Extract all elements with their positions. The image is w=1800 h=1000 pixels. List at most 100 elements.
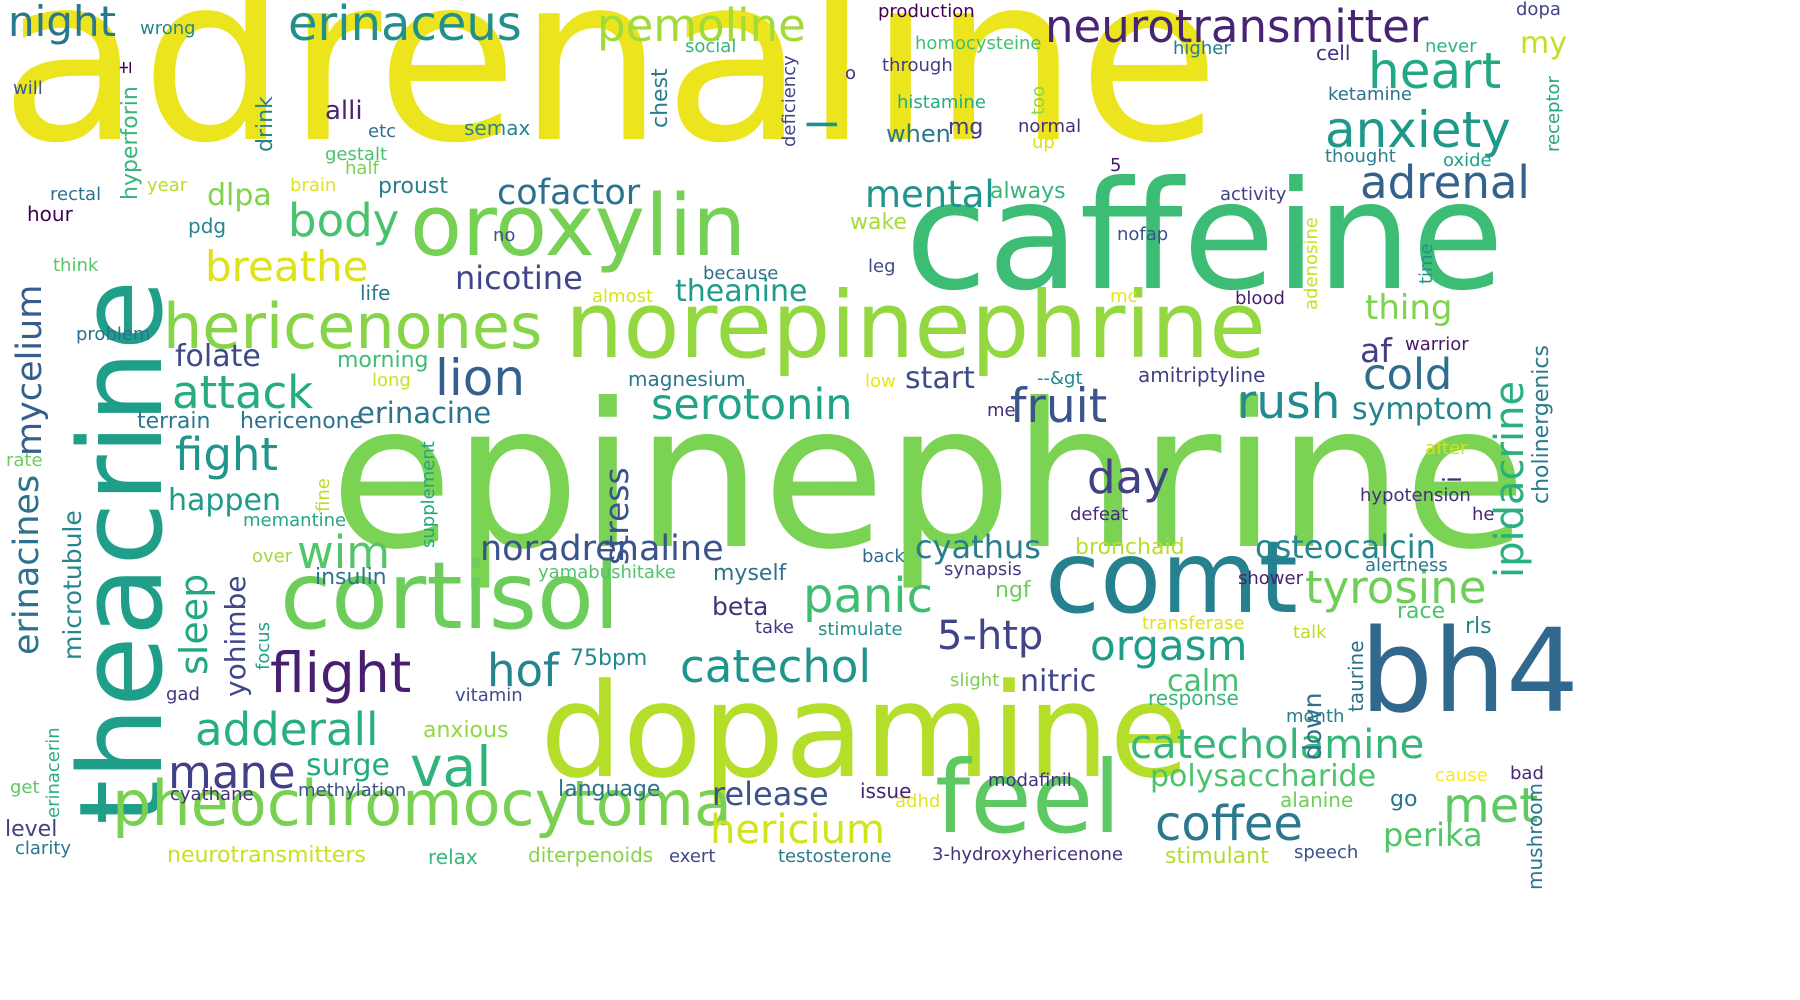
cloud-word: proust bbox=[378, 174, 449, 199]
cloud-word: thought bbox=[1325, 146, 1396, 167]
cloud-word: methylation bbox=[298, 780, 407, 801]
cloud-word: norepinephrine bbox=[565, 272, 1266, 379]
cloud-word: testosterone bbox=[778, 846, 892, 867]
cloud-word: level bbox=[5, 817, 58, 842]
cloud-word: terrain bbox=[137, 409, 211, 434]
cloud-word: mushroom bbox=[1523, 783, 1547, 890]
cloud-word: never bbox=[1425, 36, 1477, 57]
cloud-word: cold bbox=[1363, 350, 1453, 400]
cloud-word: adenosine bbox=[1301, 217, 1322, 310]
cloud-word: lion bbox=[435, 349, 526, 407]
cloud-word: rush bbox=[1237, 375, 1341, 430]
cloud-word: osteocalcin bbox=[1255, 528, 1436, 566]
cloud-word: taurine bbox=[1344, 640, 1368, 712]
cloud-word: defeat bbox=[1070, 504, 1128, 525]
cloud-word: mane bbox=[168, 746, 296, 799]
cloud-word: day bbox=[1087, 451, 1170, 504]
cloud-word: cyathus bbox=[915, 528, 1041, 566]
cloud-word: orgasm bbox=[1090, 621, 1248, 670]
cloud-word: brain bbox=[290, 175, 337, 196]
cloud-word: noradrenaline bbox=[480, 529, 724, 569]
cloud-word: mycelium bbox=[10, 284, 50, 456]
cloud-word: val bbox=[410, 735, 492, 799]
cloud-word: etc bbox=[368, 121, 397, 142]
cloud-word: neurotransmitters bbox=[167, 843, 366, 868]
cloud-word: happen bbox=[168, 483, 281, 518]
cloud-word: get bbox=[10, 777, 40, 798]
cloud-word: clarity bbox=[15, 838, 72, 859]
cloud-word: over bbox=[252, 546, 293, 567]
cloud-word: life bbox=[360, 281, 391, 305]
cloud-word: because bbox=[703, 263, 779, 284]
cloud-word: talk bbox=[1293, 622, 1327, 643]
cloud-word: feel bbox=[935, 739, 1122, 856]
cloud-word: wim bbox=[297, 526, 391, 579]
cloud-word: sleep bbox=[172, 573, 216, 675]
cloud-word: serotonin bbox=[651, 380, 853, 430]
cloud-word: start bbox=[905, 361, 975, 396]
cloud-word: hypotension bbox=[1360, 485, 1471, 506]
cloud-word: race bbox=[1397, 599, 1446, 624]
cloud-word: alanine bbox=[1280, 788, 1354, 812]
cloud-word: rls bbox=[1465, 614, 1492, 639]
cloud-word: yohimbe bbox=[219, 575, 252, 697]
cloud-word: almost bbox=[592, 286, 654, 307]
cloud-word: histamine bbox=[897, 92, 986, 113]
cloud-word: half bbox=[345, 158, 379, 179]
cloud-word: thing bbox=[1365, 288, 1453, 328]
cloud-word: vitamin bbox=[455, 685, 523, 706]
cloud-word: dlpa bbox=[207, 178, 272, 213]
cloud-word: adrenal bbox=[1360, 156, 1530, 209]
cloud-word: l bbox=[801, 118, 847, 130]
cloud-word: production bbox=[878, 1, 975, 22]
cloud-word: rate bbox=[6, 450, 43, 471]
cloud-word: always bbox=[990, 179, 1066, 204]
cloud-word: bh4 bbox=[1360, 605, 1580, 739]
cloud-word: leg bbox=[868, 256, 896, 277]
cloud-word: fruit bbox=[1010, 379, 1108, 434]
cloud-word: yamabushitake bbox=[538, 562, 676, 583]
cloud-word: low bbox=[865, 371, 896, 392]
cloud-word: through bbox=[882, 55, 953, 76]
cloud-word: magnesium bbox=[628, 367, 746, 391]
cloud-word: gad bbox=[166, 684, 200, 705]
cloud-word: ketamine bbox=[1328, 84, 1412, 105]
cloud-word: erinacine bbox=[357, 396, 492, 430]
cloud-word: wrong bbox=[140, 18, 196, 39]
cloud-word: my bbox=[1520, 26, 1567, 61]
cloud-word: stimulant bbox=[1165, 844, 1269, 869]
cloud-word: relax bbox=[428, 845, 478, 869]
cloud-word: supplement bbox=[418, 441, 439, 548]
cloud-word: surge bbox=[306, 748, 390, 783]
cloud-word: fine bbox=[313, 478, 334, 512]
cloud-word: language bbox=[558, 777, 661, 802]
cloud-word: wake bbox=[850, 210, 907, 235]
cloud-word: tyrosine bbox=[1305, 561, 1487, 614]
cloud-word: take bbox=[755, 617, 794, 638]
cloud-word: calm bbox=[1167, 664, 1240, 699]
cloud-word: deficiency bbox=[779, 55, 800, 147]
cloud-word: i bbox=[1438, 476, 1467, 483]
cloud-word: 75bpm bbox=[570, 646, 648, 671]
cloud-word: hyperforin bbox=[118, 86, 143, 200]
cloud-word: bronchaid bbox=[1075, 535, 1185, 560]
cloud-word: erinaceus bbox=[288, 0, 522, 52]
cloud-word: too bbox=[1028, 85, 1049, 115]
cloud-word: no bbox=[493, 225, 516, 246]
cloud-word: response bbox=[1148, 686, 1239, 710]
cloud-word: 5 bbox=[1110, 155, 1122, 176]
cloud-word: stimulate bbox=[818, 619, 903, 640]
cloud-word: ipidacrine bbox=[1487, 380, 1533, 578]
cloud-word: normal bbox=[1018, 116, 1082, 137]
cloud-word: nicotine bbox=[455, 259, 583, 297]
cloud-word: 3-hydroxyhericenone bbox=[932, 844, 1123, 865]
cloud-word: comt bbox=[1045, 519, 1298, 636]
cloud-word: me bbox=[987, 400, 1016, 421]
cloud-word: nitric bbox=[1020, 664, 1097, 699]
cloud-word: erinacerin bbox=[43, 727, 64, 818]
cloud-word: attack bbox=[172, 366, 314, 419]
cloud-word: long bbox=[372, 370, 411, 391]
cloud-word: hour bbox=[27, 202, 73, 226]
cloud-word: hericium bbox=[710, 807, 885, 853]
